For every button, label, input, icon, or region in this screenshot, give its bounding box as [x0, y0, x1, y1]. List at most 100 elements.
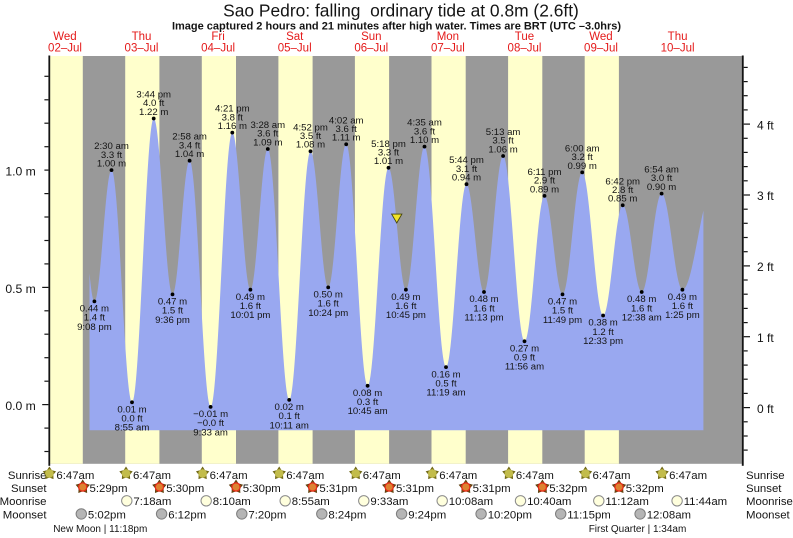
svg-text:3:28 am: 3:28 am: [250, 120, 285, 131]
svg-text:11:49 pm: 11:49 pm: [543, 315, 582, 326]
svg-text:Tue: Tue: [515, 31, 534, 43]
svg-text:6:47am: 6:47am: [516, 470, 554, 482]
svg-text:3.4 ft: 3.4 ft: [179, 140, 201, 151]
svg-text:3.5 ft: 3.5 ft: [300, 131, 322, 142]
svg-text:8:10am: 8:10am: [213, 496, 251, 508]
svg-text:7:20pm: 7:20pm: [248, 509, 286, 521]
svg-text:0.5 m: 0.5 m: [5, 282, 35, 296]
svg-text:11:19 am: 11:19 am: [426, 388, 465, 399]
svg-text:6:47am: 6:47am: [439, 470, 477, 482]
svg-text:10:24 pm: 10:24 pm: [308, 308, 348, 319]
svg-text:6:00 am: 6:00 am: [565, 143, 600, 154]
svg-text:3 ft: 3 ft: [757, 189, 774, 203]
svg-text:1.22 m: 1.22 m: [139, 107, 168, 118]
svg-text:0.47 m: 0.47 m: [548, 297, 577, 308]
svg-text:10:45 pm: 10:45 pm: [386, 310, 426, 321]
svg-text:0.08 m: 0.08 m: [353, 388, 382, 399]
svg-text:05–Jul: 05–Jul: [278, 43, 312, 55]
svg-text:Thu: Thu: [668, 31, 688, 43]
svg-text:1 ft: 1 ft: [757, 331, 774, 345]
svg-text:6:47am: 6:47am: [669, 470, 707, 482]
svg-text:1.6 ft: 1.6 ft: [672, 301, 694, 312]
svg-text:Sun: Sun: [361, 31, 381, 43]
svg-text:5:44 pm: 5:44 pm: [449, 155, 484, 166]
svg-text:11:56 am: 11:56 am: [505, 362, 544, 373]
svg-text:8:55 am: 8:55 am: [115, 423, 150, 434]
svg-text:0.27 m: 0.27 m: [510, 344, 539, 355]
svg-text:9:33 am: 9:33 am: [193, 427, 228, 438]
svg-text:0.16 m: 0.16 m: [431, 369, 460, 380]
svg-text:06–Jul: 06–Jul: [354, 43, 388, 55]
svg-text:1.2 ft: 1.2 ft: [592, 327, 614, 338]
svg-text:1.06 m: 1.06 m: [488, 144, 517, 155]
svg-text:Thu: Thu: [132, 31, 152, 43]
svg-text:3.6 ft: 3.6 ft: [336, 124, 358, 135]
svg-text:0.44 m: 0.44 m: [80, 304, 109, 315]
svg-text:0.48 m: 0.48 m: [627, 294, 656, 305]
svg-text:11:12am: 11:12am: [605, 496, 648, 508]
svg-text:6:47am: 6:47am: [56, 470, 94, 482]
svg-text:Moonset: Moonset: [746, 509, 791, 521]
svg-text:12:38 am: 12:38 am: [622, 312, 662, 323]
svg-text:Sunset: Sunset: [11, 483, 47, 495]
svg-text:3.0 ft: 3.0 ft: [651, 173, 673, 184]
svg-text:12:08am: 12:08am: [647, 509, 691, 521]
svg-text:2 ft: 2 ft: [757, 260, 774, 274]
svg-text:First Quarter | 1:34am: First Quarter | 1:34am: [589, 524, 687, 535]
svg-text:0.49 m: 0.49 m: [668, 292, 697, 303]
svg-text:Sao Pedro: falling ordinary t: Sao Pedro: falling ordinary tide at 0.8m…: [223, 1, 579, 21]
svg-text:10:45 am: 10:45 am: [348, 406, 388, 417]
svg-text:Wed: Wed: [589, 31, 612, 43]
svg-text:2:30 am: 2:30 am: [94, 141, 129, 152]
svg-text:Sunset: Sunset: [746, 483, 782, 495]
svg-text:5:31pm: 5:31pm: [396, 483, 434, 495]
svg-text:0.90 m: 0.90 m: [647, 182, 676, 193]
svg-text:3:44 pm: 3:44 pm: [136, 90, 171, 101]
svg-text:8:55am: 8:55am: [292, 496, 330, 508]
svg-text:Image captured 2 hours and 21: Image captured 2 hours and 21 minutes af…: [172, 20, 621, 32]
svg-text:3.3 ft: 3.3 ft: [101, 150, 123, 161]
svg-text:3.5 ft: 3.5 ft: [492, 136, 514, 147]
svg-text:2:58 am: 2:58 am: [172, 132, 207, 143]
svg-text:02–Jul: 02–Jul: [48, 43, 82, 55]
svg-text:6:47am: 6:47am: [210, 470, 248, 482]
svg-text:4:02 am: 4:02 am: [329, 115, 364, 126]
svg-text:1.6 ft: 1.6 ft: [240, 301, 262, 312]
svg-text:10:40am: 10:40am: [527, 496, 571, 508]
svg-text:0.01 m: 0.01 m: [117, 405, 146, 416]
svg-text:6:47am: 6:47am: [133, 470, 171, 482]
svg-text:4 ft: 4 ft: [757, 118, 774, 132]
svg-text:4:52 pm: 4:52 pm: [293, 122, 328, 133]
svg-text:1.6 ft: 1.6 ft: [318, 299, 340, 310]
svg-text:3.1 ft: 3.1 ft: [456, 164, 478, 175]
svg-text:12:33 pm: 12:33 pm: [583, 336, 623, 347]
svg-text:Sunrise: Sunrise: [746, 470, 785, 482]
svg-text:3.6 ft: 3.6 ft: [257, 129, 279, 140]
svg-text:Mon: Mon: [437, 31, 459, 43]
svg-text:1.5 ft: 1.5 ft: [552, 306, 574, 317]
svg-text:1.00 m: 1.00 m: [97, 159, 126, 170]
svg-text:0 ft: 0 ft: [757, 402, 774, 416]
svg-text:6:12pm: 6:12pm: [168, 509, 206, 521]
svg-text:0.1 ft: 0.1 ft: [279, 411, 301, 422]
svg-text:5:30pm: 5:30pm: [243, 483, 281, 495]
svg-text:5:31pm: 5:31pm: [473, 483, 511, 495]
svg-text:1.09 m: 1.09 m: [253, 137, 282, 148]
svg-text:03–Jul: 03–Jul: [125, 43, 159, 55]
svg-text:09–Jul: 09–Jul: [584, 43, 618, 55]
svg-text:1.10 m: 1.10 m: [410, 135, 439, 146]
svg-text:11:44am: 11:44am: [684, 496, 727, 508]
svg-text:5:29pm: 5:29pm: [90, 483, 128, 495]
svg-text:Moonrise: Moonrise: [746, 496, 793, 508]
svg-text:5:18 pm: 5:18 pm: [371, 139, 406, 150]
svg-text:0.38 m: 0.38 m: [588, 318, 617, 329]
svg-text:6:54 am: 6:54 am: [644, 165, 679, 176]
svg-text:6:47am: 6:47am: [363, 470, 401, 482]
svg-text:0.9 ft: 0.9 ft: [514, 353, 536, 364]
svg-text:3.8 ft: 3.8 ft: [222, 112, 244, 123]
svg-text:10–Jul: 10–Jul: [661, 43, 695, 55]
svg-text:5:13 am: 5:13 am: [486, 127, 521, 138]
svg-text:Fri: Fri: [211, 31, 224, 43]
svg-text:0.0 m: 0.0 m: [5, 399, 35, 413]
svg-text:2.9 ft: 2.9 ft: [534, 176, 556, 187]
